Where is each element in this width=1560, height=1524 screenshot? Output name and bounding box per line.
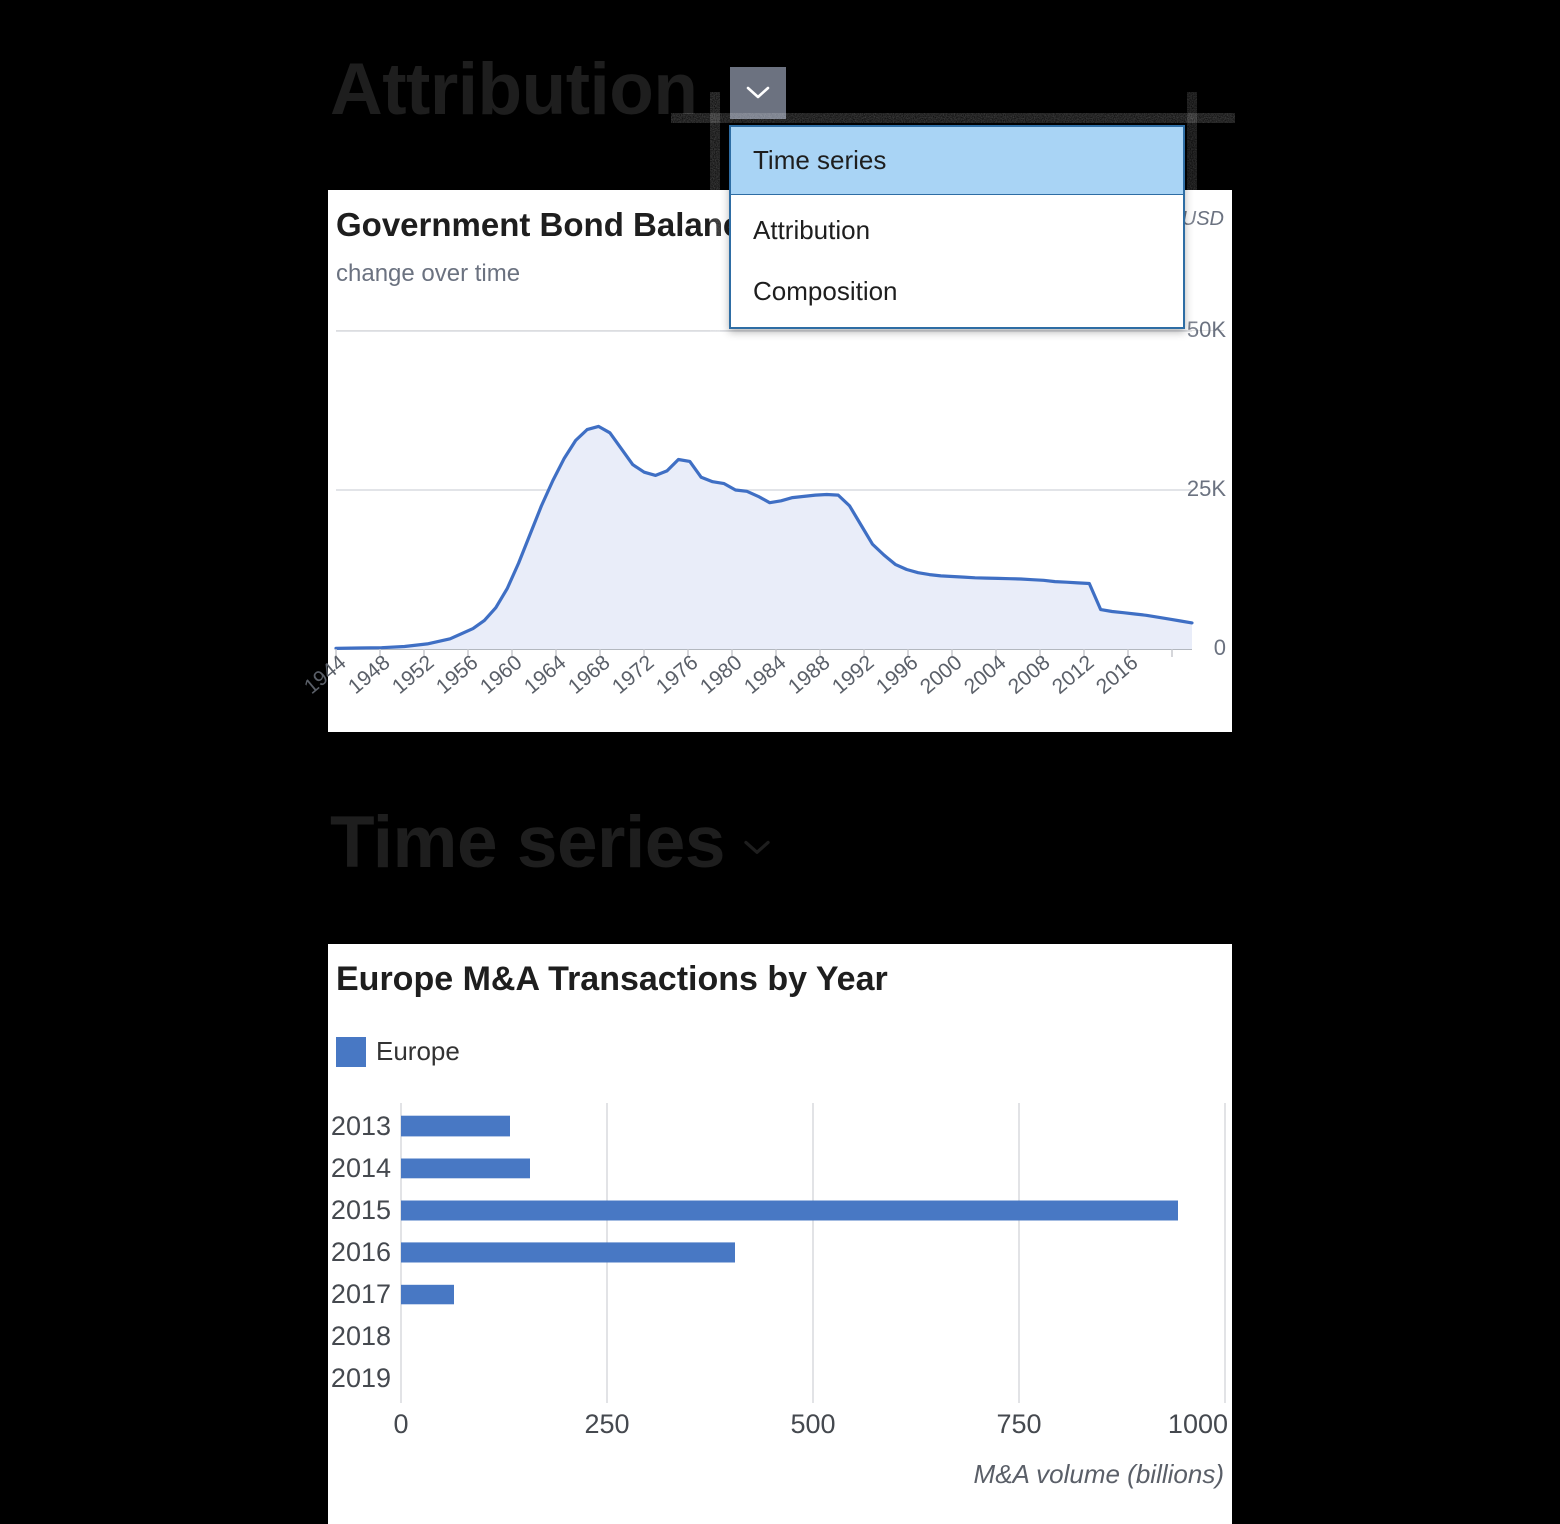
svg-text:2018: 2018 — [331, 1321, 391, 1351]
svg-text:1000: 1000 — [1168, 1409, 1228, 1439]
svg-text:250: 250 — [584, 1409, 629, 1439]
svg-text:0: 0 — [393, 1409, 408, 1439]
svg-text:50K: 50K — [1187, 317, 1226, 342]
svg-text:2016: 2016 — [331, 1237, 391, 1267]
svg-text:2013: 2013 — [331, 1111, 391, 1141]
svg-text:2014: 2014 — [331, 1153, 391, 1183]
svg-text:M&A volume (billions): M&A volume (billions) — [974, 1459, 1224, 1489]
svg-text:2017: 2017 — [331, 1279, 391, 1309]
svg-text:500: 500 — [790, 1409, 835, 1439]
svg-text:25K: 25K — [1187, 476, 1226, 501]
svg-text:2015: 2015 — [331, 1195, 391, 1225]
svg-text:2019: 2019 — [331, 1363, 391, 1393]
svg-text:750: 750 — [996, 1409, 1041, 1439]
